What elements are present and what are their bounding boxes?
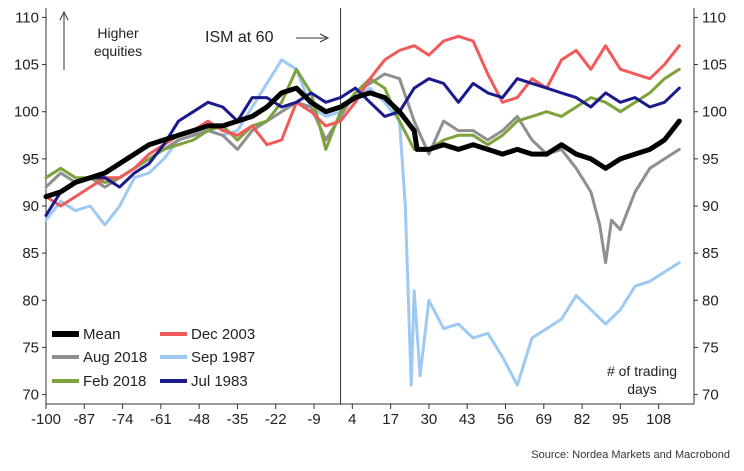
y-tick-label-right: 70 — [702, 387, 719, 404]
x-tick-label: 95 — [612, 411, 629, 428]
y-tick-label-right: 105 — [702, 57, 727, 74]
higher-equities-label-line1: Higher — [97, 25, 139, 41]
trading-days-label-line1: # of trading — [607, 363, 677, 379]
x-tick-label: 69 — [535, 411, 552, 428]
higher-equities-label-line2: equities — [94, 43, 142, 59]
y-tick-label-left: 110 — [15, 9, 39, 26]
x-tick-label: 17 — [382, 411, 399, 428]
x-tick-label: -9 — [307, 411, 320, 428]
legend-label-feb-2018: Feb 2018 — [83, 373, 146, 390]
x-tick-label: -35 — [227, 411, 249, 428]
y-tick-label-right: 85 — [702, 245, 719, 262]
x-tick-label: 108 — [646, 411, 671, 428]
y-tick-label-right: 80 — [702, 292, 719, 309]
x-tick-label: -87 — [73, 411, 95, 428]
legend-label-dec-2003: Dec 2003 — [191, 326, 255, 343]
axis-layer: 70 70 75 75 80 80 85 85 90 90 95 95 100 100 105 105 110 1… — [14, 9, 727, 428]
legend-label-jul-1983: Jul 1983 — [191, 373, 248, 390]
x-tick-label: -22 — [265, 411, 287, 428]
y-tick-label-left: 85 — [22, 245, 39, 262]
y-tick-label-right: 110 — [702, 9, 726, 26]
y-tick-label-right: 75 — [702, 339, 719, 356]
x-tick-label: 56 — [497, 411, 514, 428]
ism-label: ISM at 60 — [205, 29, 274, 46]
y-tick-label-left: 100 — [14, 104, 39, 121]
series-layer — [43, 34, 682, 387]
y-tick-label-left: 90 — [22, 198, 39, 215]
x-tick-label: 30 — [421, 411, 438, 428]
right-arrow-head-icon — [319, 33, 330, 43]
legend-label-sep-1987: Sep 1987 — [191, 349, 255, 366]
x-tick-label: -100 — [31, 411, 61, 428]
y-tick-label-left: 75 — [22, 339, 39, 356]
legend-label-aug-2018: Aug 2018 — [83, 349, 147, 366]
x-tick-label: 82 — [574, 411, 591, 428]
series-line-mean — [43, 85, 682, 200]
source-label: Source: Nordea Markets and Macrobond — [531, 449, 730, 461]
series-line-dec-2003 — [44, 34, 681, 208]
trading-days-label-line2: days — [627, 381, 657, 397]
y-tick-label-right: 100 — [702, 104, 727, 121]
legend: Mean Dec 2003 Aug 2018 Sep 1987 Feb 2018 Jul … — [52, 326, 255, 390]
y-tick-label-left: 80 — [22, 292, 39, 309]
legend-label-mean: Mean — [83, 326, 121, 343]
series-line-sep-1987 — [44, 58, 681, 387]
y-tick-label-right: 95 — [702, 151, 719, 168]
y-tick-label-right: 90 — [702, 198, 719, 215]
x-tick-label: -48 — [188, 411, 210, 428]
x-tick-label: 43 — [459, 411, 476, 428]
y-tick-label-left: 105 — [14, 57, 39, 74]
plot-frame — [45, 8, 695, 405]
y-tick-label-left: 95 — [22, 151, 39, 168]
annotations: Higher equities ISM at 60 # of trading d… — [59, 10, 730, 461]
x-tick-label: -74 — [112, 411, 134, 428]
series-line-feb-2018 — [44, 67, 681, 184]
y-tick-label-left: 70 — [22, 387, 39, 404]
x-tick-label: 4 — [348, 411, 356, 428]
x-tick-label: -61 — [150, 411, 172, 428]
up-arrow-head-icon — [59, 10, 69, 21]
